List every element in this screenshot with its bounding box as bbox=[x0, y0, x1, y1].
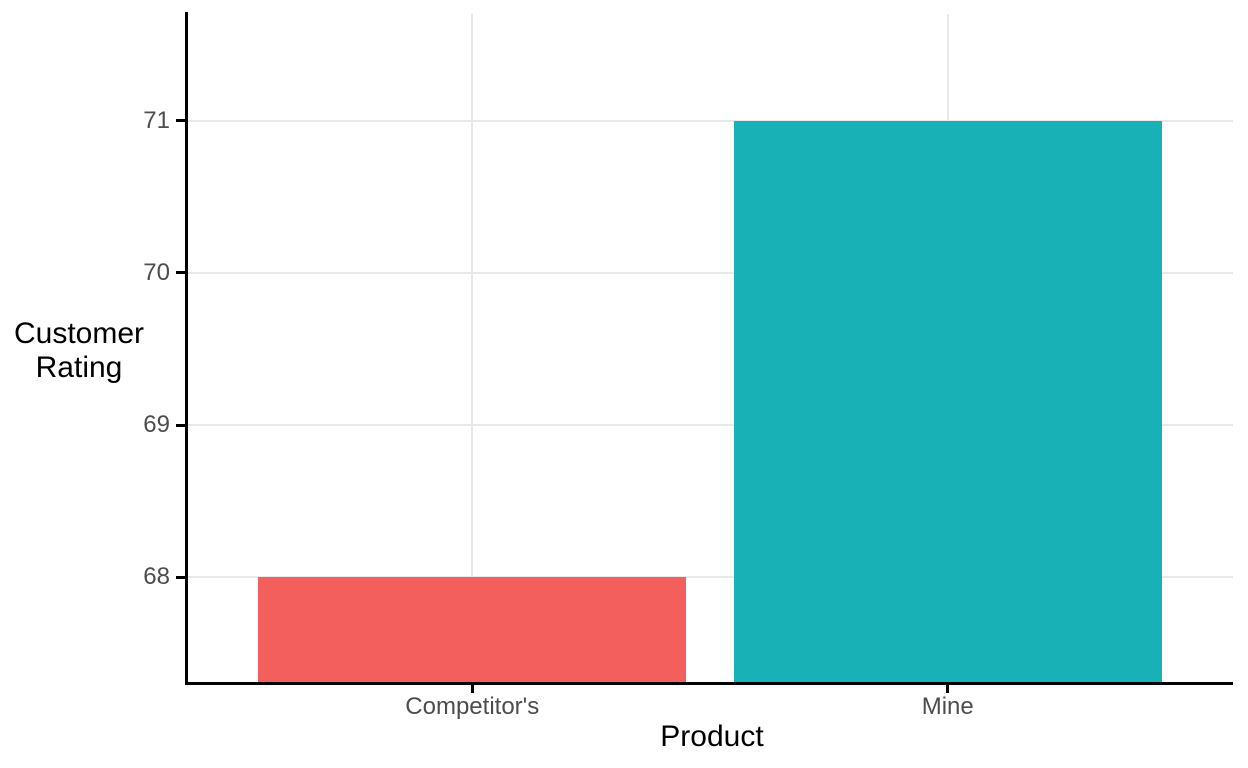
h-gridline-70 bbox=[187, 271, 1233, 274]
h-gridline-69 bbox=[187, 424, 1233, 427]
x-tick-mark-mine bbox=[946, 685, 950, 693]
x-tick-mark-competitor-s bbox=[470, 685, 474, 693]
h-gridline-71 bbox=[187, 119, 1233, 122]
bar-mine bbox=[733, 120, 1162, 684]
x-axis-title: Product bbox=[660, 720, 764, 753]
y-tick-mark-70 bbox=[176, 271, 185, 275]
y-tick-label-70: 70 bbox=[143, 258, 170, 286]
v-gridline-competitor-s bbox=[471, 14, 474, 684]
x-tick-label-competitor-s: Competitor's bbox=[405, 693, 540, 720]
h-gridline-68 bbox=[187, 576, 1233, 579]
y-axis-line bbox=[185, 12, 188, 685]
x-tick-label-mine: Mine bbox=[921, 693, 974, 720]
y-tick-mark-69 bbox=[176, 423, 185, 427]
bar-competitor-s bbox=[258, 577, 687, 684]
y-tick-label-69: 69 bbox=[143, 411, 170, 439]
y-axis-title: Customer Rating bbox=[9, 317, 149, 385]
y-tick-label-71: 71 bbox=[143, 106, 170, 134]
x-axis-line bbox=[185, 682, 1233, 685]
y-tick-label-68: 68 bbox=[143, 563, 170, 591]
y-tick-mark-68 bbox=[176, 575, 185, 579]
y-axis-title-line-2: Rating bbox=[35, 351, 123, 384]
y-axis-title-line-1: Customer bbox=[13, 317, 145, 350]
plot-panel bbox=[187, 14, 1233, 684]
y-tick-mark-71 bbox=[176, 119, 185, 123]
